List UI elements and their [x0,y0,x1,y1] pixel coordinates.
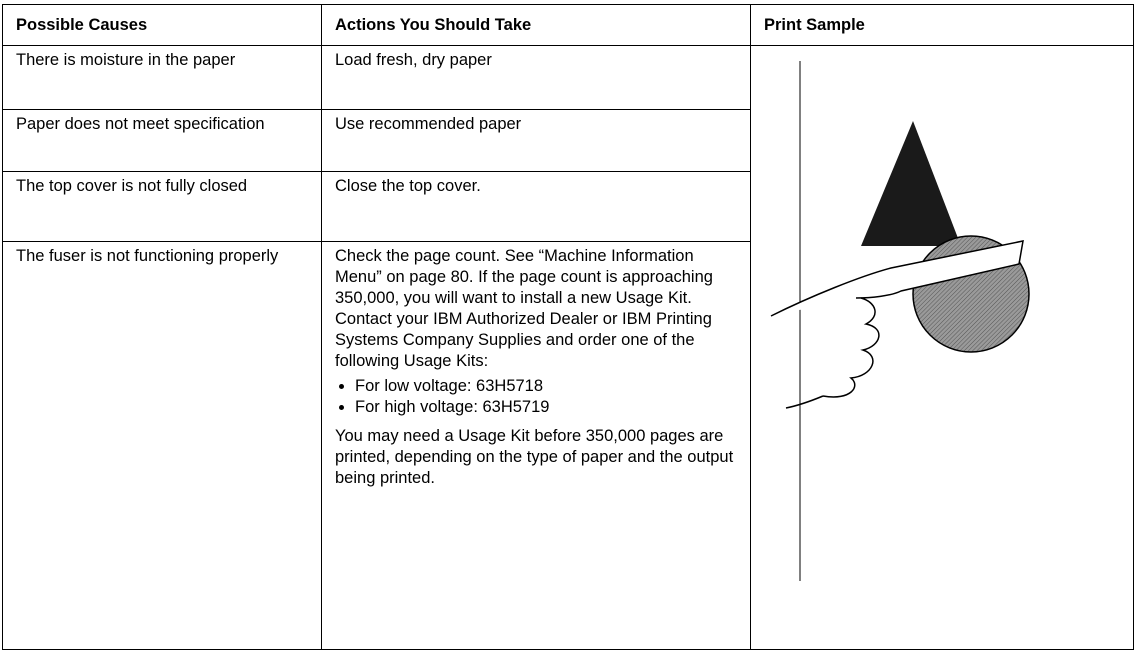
bullet-list: For low voltage: 63H5718 For high voltag… [335,376,742,418]
cause-cell: The fuser is not functioning properly [2,241,322,650]
action-cell: Load fresh, dry paper [321,45,751,110]
finger [770,240,1024,317]
cause-cell: There is moisture in the paper [2,45,322,110]
header-cell: Print Sample [750,4,1134,46]
action-cell: Use recommended paper [321,109,751,172]
header-cell: Actions You Should Take [321,4,751,46]
header-row: Possible Causes Actions You Should Take … [2,4,1134,46]
bullet: For high voltage: 63H5719 [355,397,742,418]
bullet: For low voltage: 63H5718 [355,376,742,397]
row: There is moisture in the paper Load fres… [2,45,1134,650]
print-sample-cell [750,45,1134,650]
paragraph: Check the page count. See “Machine Infor… [335,247,713,370]
row: The top cover is not fully closed Close … [2,171,1134,242]
action-cell: Close the top cover. [321,171,751,242]
print-sample-illustration [770,61,1030,581]
hand [822,297,880,398]
row: The fuser is not functioning properly Ch… [2,241,1134,650]
wrist [785,395,824,409]
header-cell: Possible Causes [2,4,322,46]
cause-cell: Paper does not meet specification [2,109,322,172]
triangle [861,121,961,246]
action-cell: Check the page count. See “Machine Infor… [321,241,751,650]
paragraph: You may need a Usage Kit before 350,000 … [335,427,734,487]
cause-cell: The top cover is not fully closed [2,171,322,242]
troubleshooting-table: Possible Causes Actions You Should Take … [2,4,1134,650]
